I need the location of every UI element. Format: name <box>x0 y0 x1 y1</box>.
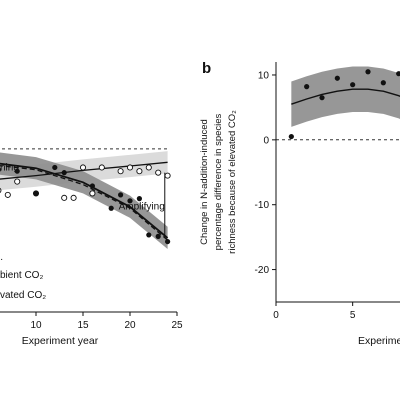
b-point <box>288 133 294 140</box>
ambient-point <box>136 168 143 175</box>
elevated-point <box>136 196 142 202</box>
elevated-point <box>0 167 1 172</box>
b-y-axis-title-line: Change in N-addition-induced <box>199 119 210 245</box>
b-point <box>350 82 356 88</box>
ambient-point <box>89 190 96 197</box>
ambient-point <box>79 164 87 171</box>
legend-elevated-label: vated CO₂ <box>0 290 46 301</box>
b-y-tick-label: 0 <box>263 135 269 146</box>
elevated-point <box>33 190 39 197</box>
elevated-point <box>165 238 171 245</box>
ambient-point <box>117 168 124 175</box>
elevated-fit-line <box>0 162 169 239</box>
b-x-tick-label: 5 <box>350 310 356 321</box>
b-y-tick-label: -20 <box>255 265 270 276</box>
ambient-point <box>61 194 68 201</box>
legend-ambient-label: bient CO₂ <box>0 270 43 281</box>
b-x-axis-title: Experime <box>358 335 400 347</box>
legend-marker: · <box>0 254 3 265</box>
b-ci-band <box>291 66 400 127</box>
elevated-point <box>155 233 161 239</box>
difference-fit-line <box>0 165 169 241</box>
ambient-point <box>14 178 21 185</box>
elevated-point <box>146 232 152 238</box>
elevated-ci-band <box>0 152 168 249</box>
x-axis-title: Experiment year <box>22 335 99 347</box>
elevated-point <box>127 198 133 204</box>
amplifying-annotation: Amplifying <box>119 202 165 213</box>
b-y-tick-label: 10 <box>258 70 270 81</box>
b-point <box>304 84 310 90</box>
ambient-point <box>145 164 152 171</box>
elevated-point <box>89 183 95 189</box>
b-y-axis-title-line: percentage difference in species <box>213 113 224 250</box>
ambient-point <box>0 187 2 194</box>
x-tick-label: 25 <box>171 320 183 331</box>
ambient-point <box>98 164 105 171</box>
panel-a: Amplifying ning bient CO₂ vated CO₂ · 10 15 20 2… <box>0 148 183 347</box>
elevated-point <box>14 168 20 174</box>
ambient-point <box>164 172 171 179</box>
ambient-point <box>70 194 77 201</box>
b-point <box>334 75 340 81</box>
elevated-point <box>118 192 124 198</box>
b-point <box>380 80 386 86</box>
elevated-point <box>108 205 114 211</box>
ambient-point <box>155 169 162 176</box>
x-tick-label: 15 <box>77 320 89 331</box>
b-y-tick-label: -10 <box>255 200 270 211</box>
b-x-tick-label: 0 <box>273 310 279 321</box>
x-tick-label: 20 <box>124 320 136 331</box>
b-point <box>319 95 325 101</box>
elevated-point <box>52 164 58 171</box>
b-fit-line <box>291 88 400 105</box>
x-tick-label: 10 <box>30 320 42 331</box>
narrowing-annotation: ning <box>0 162 19 173</box>
elevated-point <box>61 170 67 176</box>
b-y-axis-title-line: richness because of elevated CO₂ <box>227 110 238 254</box>
ambient-point <box>4 191 11 198</box>
b-point <box>365 69 371 75</box>
b-point <box>396 71 400 77</box>
ambient-fit-line <box>0 161 168 180</box>
ambient-point <box>126 164 134 171</box>
panel-label-b: b <box>202 60 211 77</box>
